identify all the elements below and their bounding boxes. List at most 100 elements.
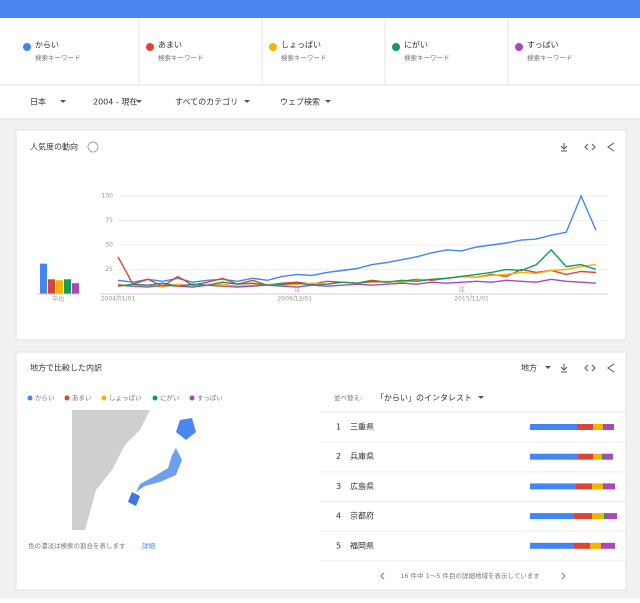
- keyword-term[interactable]: あまい: [158, 41, 182, 50]
- region-name[interactable]: 広島県: [350, 481, 374, 491]
- dropdown-arrow: [244, 100, 250, 103]
- sort-label: 並べ替え:: [334, 393, 362, 402]
- top-bar: [0, 0, 640, 18]
- share-icon[interactable]: [607, 363, 615, 373]
- filter[interactable]: 2004 - 現在: [93, 97, 137, 107]
- legend-label: にがい: [160, 393, 179, 402]
- rank: 2: [336, 452, 341, 461]
- share-segment: [530, 542, 574, 549]
- share-segment: [605, 513, 617, 520]
- filter[interactable]: ウェブ検索: [280, 97, 320, 107]
- share-segment: [578, 453, 593, 460]
- dropdown-arrow: [325, 100, 331, 103]
- download-icon[interactable]: [560, 143, 568, 152]
- share-segment: [603, 483, 604, 490]
- share-segment: [604, 513, 605, 520]
- keyword-dot: [392, 43, 400, 51]
- share-segment: [593, 424, 603, 430]
- x-tick-label: 2004/01/01: [101, 296, 136, 303]
- y-tick-label: 25: [105, 266, 113, 273]
- rank: 1: [336, 423, 341, 432]
- keyword-dot: [23, 43, 31, 51]
- average-bar: [64, 279, 71, 294]
- dropdown-arrow: [60, 100, 66, 103]
- rank: 4: [336, 512, 341, 521]
- series-line: [117, 248, 597, 287]
- region-name[interactable]: 京都府: [350, 511, 374, 521]
- map-note: 色の濃淡は検索の割合を表します: [28, 541, 126, 550]
- share-segment: [530, 424, 577, 430]
- detail-link[interactable]: 詳細: [142, 541, 156, 550]
- keyword-dot: [146, 43, 154, 51]
- average-bar: [72, 283, 79, 294]
- keyword-term[interactable]: からい: [35, 41, 59, 50]
- map-region: [128, 492, 140, 506]
- keyword-sub: 検索キーワード: [281, 53, 327, 62]
- share-segment: [601, 542, 602, 549]
- legend-dot: [27, 395, 33, 401]
- rank: 3: [336, 482, 341, 491]
- share-segment: [590, 542, 601, 549]
- card-title: 人気度の動向: [30, 142, 78, 152]
- share-segment: [602, 453, 603, 460]
- region-name[interactable]: 福岡県: [350, 541, 374, 550]
- filter[interactable]: 日本: [30, 97, 46, 107]
- pager-arrows[interactable]: [380, 572, 566, 580]
- share-icon[interactable]: [607, 142, 615, 152]
- legend-label: からい: [35, 394, 55, 402]
- card-title: 地方で比較した内訳: [30, 363, 102, 373]
- legend-dot: [189, 395, 195, 401]
- average-label: 平均: [52, 296, 64, 304]
- legend-dot: [101, 395, 107, 401]
- keyword-term[interactable]: にがい: [404, 40, 428, 50]
- download-icon[interactable]: [560, 364, 568, 373]
- average-bar: [48, 279, 55, 294]
- share-segment: [602, 542, 615, 549]
- share-segment: [603, 453, 613, 460]
- legend-dot: [64, 395, 70, 401]
- help-icon[interactable]: [87, 141, 99, 153]
- legend-label: あまい: [72, 394, 92, 402]
- note-marker: 注: [459, 286, 465, 294]
- map-region: [136, 448, 182, 492]
- region-name[interactable]: 兵庫県: [350, 451, 374, 461]
- share-segment: [603, 424, 604, 430]
- region-name[interactable]: 三重県: [350, 422, 374, 432]
- map: [72, 410, 296, 530]
- share-segment: [592, 483, 603, 490]
- keyword-sub: 検索キーワード: [158, 53, 204, 62]
- map-land: [72, 410, 150, 530]
- y-tick-label: 100: [102, 193, 114, 200]
- legend-dot: [152, 395, 158, 401]
- share-segment: [577, 424, 593, 430]
- keyword-term[interactable]: すっぱい: [527, 41, 559, 50]
- note-marker: 注: [294, 286, 300, 294]
- dropdown-arrow: [478, 396, 484, 399]
- dropdown-arrow: [545, 366, 551, 369]
- keyword-term[interactable]: しょっぱい: [281, 41, 321, 50]
- pagination: 16 件中 1～5 件目の詳細地域を表示しています: [400, 571, 540, 580]
- share-segment: [593, 453, 602, 460]
- keyword-sub: 検索キーワード: [527, 53, 573, 62]
- card-icons: [560, 142, 615, 373]
- series-line: [117, 278, 597, 288]
- filter[interactable]: すべてのカテゴリ: [175, 97, 238, 107]
- legend-label: しょっぱい: [109, 394, 142, 402]
- keyword-sub: 検索キーワード: [404, 53, 450, 62]
- sort-value[interactable]: 「からい」のインタレスト: [376, 394, 472, 403]
- average-bar: [56, 280, 63, 294]
- embed-icon[interactable]: [584, 143, 596, 151]
- dropdown[interactable]: 地方: [521, 363, 537, 373]
- keyword-sub: 検索キーワード: [35, 53, 81, 62]
- x-tick-label: 2015/11/01: [454, 296, 489, 303]
- share-segment: [574, 542, 590, 549]
- share-segment: [530, 483, 576, 490]
- trend-card: [15, 129, 627, 341]
- embed-icon[interactable]: [584, 364, 596, 372]
- keyword-dot: [269, 43, 277, 51]
- share-segment: [530, 513, 574, 520]
- y-tick-label: 50: [105, 242, 113, 249]
- share-segment: [604, 483, 615, 490]
- share-segment: [604, 424, 614, 430]
